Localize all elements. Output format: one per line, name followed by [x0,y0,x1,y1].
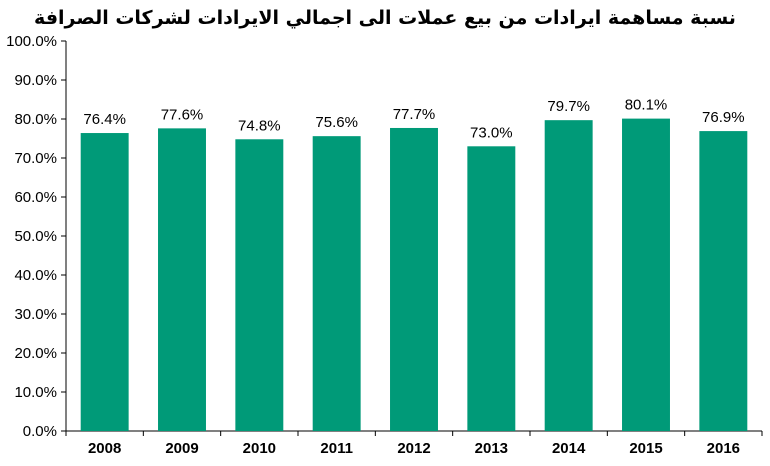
y-tick-label: 30.0% [14,306,57,323]
data-labels: 76.4% 77.6% 74.8% 75.6% 77.7% 73.0% 79.7% 80.1%… [83,97,744,142]
y-tick-label: 0.0% [23,423,57,440]
x-tick-label-2013: 2013 [475,440,508,457]
x-tick-label-2014: 2014 [552,440,586,457]
y-tick-label: 40.0% [14,267,57,284]
x-tick-label-2009: 2009 [165,440,198,457]
y-tick-label: 70.0% [14,150,57,167]
x-tick-label-2010: 2010 [243,440,276,457]
y-tick-label: 10.0% [14,384,57,401]
data-label-2016: 76.9% [702,109,745,126]
x-tick-label-2015: 2015 [629,440,662,457]
bars [80,118,748,432]
y-tick-label: 50.0% [14,228,57,245]
data-label-2013: 73.0% [470,124,513,141]
bar-2008 [80,133,129,432]
y-tick-label: 100.0% [6,33,57,50]
bar-2015 [622,118,670,432]
x-tick-label-2011: 2011 [320,440,353,457]
y-tick-label: 20.0% [14,345,57,362]
data-label-2008: 76.4% [83,111,126,128]
data-label-2014: 79.7% [547,98,590,115]
bar-2010 [235,139,284,431]
chart-title: نسبة مساهمة ايرادات من بيع عملات الى اجم… [34,7,736,29]
bar-2012 [390,127,438,431]
y-axis: 0.0% 10.0% 20.0% 30.0% 40.0% 50.0% 60.0% 70.0% 8… [6,33,67,440]
data-label-2011: 75.6% [315,114,358,131]
bar-2013 [467,146,516,432]
x-tick-label-2016: 2016 [707,440,740,457]
bar-2014 [544,120,593,432]
bar-2016 [699,131,748,431]
data-label-2012: 77.7% [393,106,436,123]
x-axis: 2008 2009 2010 2011 2012 2013 2014 2015 2016 [65,430,763,457]
data-label-2009: 77.6% [161,106,204,123]
y-tick-label: 60.0% [14,189,57,206]
data-label-2015: 80.1% [625,97,668,114]
y-tick-label: 90.0% [14,72,57,89]
x-tick-label-2012: 2012 [397,440,430,457]
y-tick-label: 80.0% [14,111,57,128]
bar-2009 [158,128,206,432]
x-tick-label-2008: 2008 [88,440,121,457]
bar-2011 [312,136,361,431]
data-label-2010: 74.8% [238,117,281,134]
